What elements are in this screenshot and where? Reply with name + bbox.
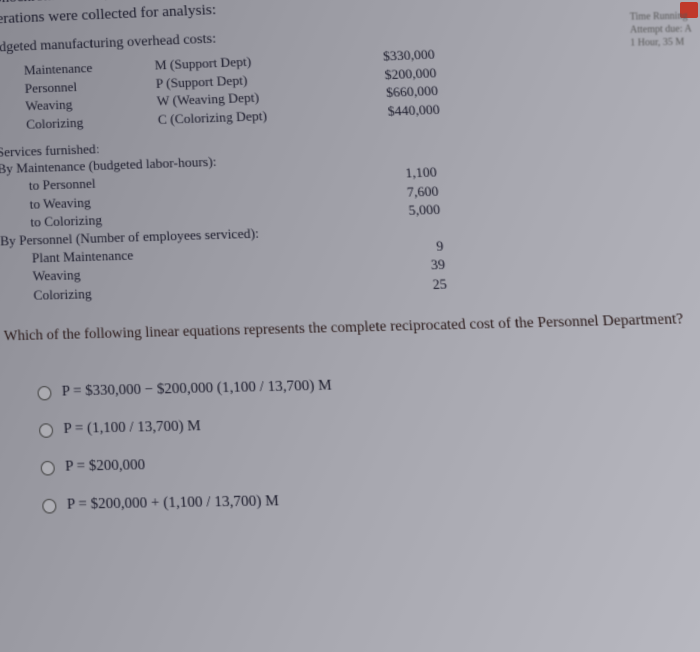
service-val: 25	[370, 274, 448, 295]
document-page: Monochrome Fabric, Inc., is interested i…	[0, 0, 700, 545]
dept-name: Colorizing	[26, 111, 150, 134]
radio-icon[interactable]	[40, 461, 54, 476]
answer-choices: P = $330,000 − $200,000 (1,100 / 13,700)…	[0, 337, 700, 545]
service-val: 1,100	[361, 163, 437, 184]
timer-label: Time Running	[630, 9, 700, 23]
radio-icon[interactable]	[42, 499, 57, 514]
dept-cost: $440,000	[343, 100, 440, 122]
timer-label: 1 Hour, 35 M	[630, 35, 700, 49]
radio-icon[interactable]	[39, 423, 53, 438]
timer-label: Attempt due: A	[630, 22, 700, 36]
choice-label: P = $330,000 − $200,000 (1,100 / 13,700)…	[62, 378, 333, 402]
choice-label: P = (1,100 / 13,700) M	[63, 419, 201, 439]
service-val: 9	[367, 236, 444, 257]
services-block: Services furnished: By Maintenance (budg…	[0, 112, 700, 311]
choice-label: P = $200,000 + (1,100 / 13,700) M	[67, 493, 280, 514]
choice-label: P = $200,000	[65, 457, 146, 476]
answer-choice[interactable]: P = $200,000 + (1,100 / 13,700) M	[42, 484, 700, 515]
service-val: 7,600	[363, 182, 440, 203]
radio-icon[interactable]	[37, 386, 51, 401]
timer-sidebar: Time Running Attempt due: A 1 Hour, 35 M	[630, 9, 700, 49]
answer-choice[interactable]: P = $200,000	[40, 445, 700, 477]
answer-choice[interactable]: P = (1,100 / 13,700) M	[39, 406, 700, 440]
service-val: 39	[369, 255, 446, 276]
service-val: 5,000	[364, 200, 441, 221]
answer-choice[interactable]: P = $330,000 − $200,000 (1,100 / 13,700)…	[37, 367, 700, 402]
